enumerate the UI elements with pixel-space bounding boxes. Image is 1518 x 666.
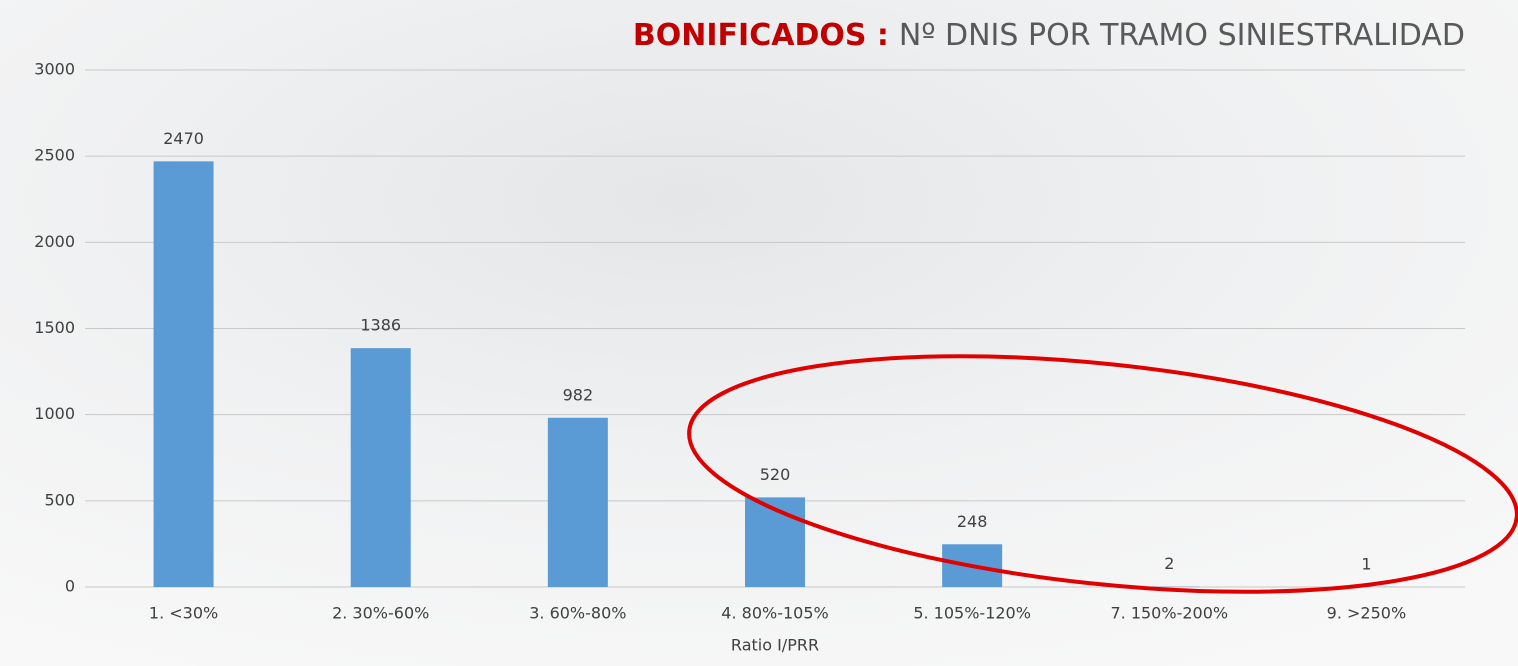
- x-axis-label: Ratio I/PRR: [731, 636, 819, 655]
- value-label: 2470: [163, 129, 204, 148]
- value-label: 1386: [360, 316, 401, 335]
- highlight-ellipse: [687, 354, 1518, 594]
- value-label: 1: [1361, 554, 1371, 573]
- x-tick-label: 3. 60%-80%: [529, 604, 626, 623]
- plot: 0 500 1000 1500 2000 2500 3000 1. <30% 2470 2. 30…: [34, 60, 1465, 623]
- value-label: 2: [1164, 554, 1174, 573]
- y-tick-label: 1500: [34, 318, 75, 337]
- chart-title: BONIFICADOS : Nº DNIS POR TRAMO SINIESTRA…: [633, 18, 1465, 53]
- x-tick-label: 7. 150%-200%: [1110, 604, 1228, 623]
- y-tick-label: 1000: [34, 404, 75, 423]
- y-tick-label: 2500: [34, 146, 75, 165]
- value-label: 248: [957, 512, 988, 531]
- bar: [745, 497, 805, 587]
- x-tick-label: 5. 105%-120%: [913, 604, 1031, 623]
- y-tick-label: 500: [44, 490, 75, 509]
- bar: [547, 417, 608, 587]
- value-label: 982: [563, 385, 594, 404]
- bar: [350, 348, 411, 587]
- title-rest: Nº DNIS POR TRAMO SINIESTRALIDAD: [899, 18, 1465, 53]
- x-tick-label: 4. 80%-105%: [721, 604, 828, 623]
- x-tick-label: 2. 30%-60%: [332, 604, 429, 623]
- y-tick-label: 0: [65, 577, 75, 596]
- value-label: 520: [760, 465, 791, 484]
- x-tick-label: 1. <30%: [149, 604, 218, 623]
- x-tick-label: 9. >250%: [1327, 604, 1407, 623]
- bar: [153, 161, 214, 587]
- y-tick-label: 3000: [34, 60, 75, 79]
- title-highlight: BONIFICADOS :: [633, 18, 889, 53]
- y-tick-label: 2000: [34, 232, 75, 251]
